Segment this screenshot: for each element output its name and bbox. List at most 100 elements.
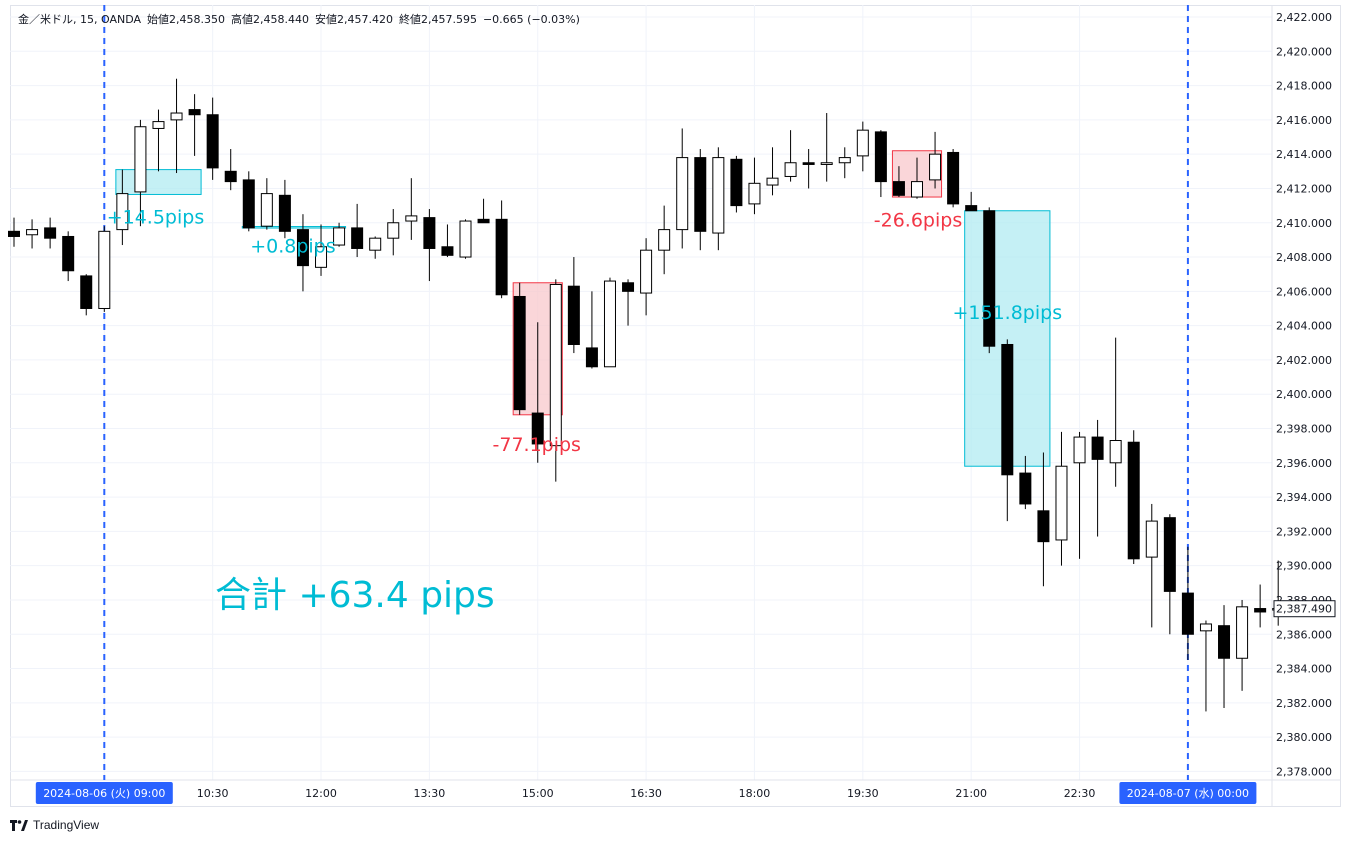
candle-body — [567, 285, 580, 345]
candle-body — [603, 280, 616, 368]
candle-body — [1145, 520, 1158, 558]
candle-body — [874, 131, 887, 183]
candle-body — [712, 157, 725, 234]
price-tick-label: 2,412.000 — [1276, 182, 1332, 195]
candle-body — [116, 193, 129, 231]
trade-result-label: +14.5pips — [107, 207, 205, 229]
high-value: 高値2,458.440 — [231, 13, 309, 26]
symbol-info-bar: 金／米ドル, 15, OANDA 始値2,458.350 高値2,458.440 安値… — [18, 11, 586, 27]
symbol-label[interactable]: 金／米ドル, 15, OANDA — [18, 13, 142, 26]
candle-body — [80, 275, 93, 309]
trade-result-label: -26.6pips — [874, 210, 962, 232]
candle-body — [1109, 440, 1122, 464]
candle-body — [495, 218, 508, 296]
trade-result-label: +0.8pips — [250, 236, 335, 258]
candle-body — [856, 129, 869, 157]
time-axis-date-tag — [1119, 782, 1257, 804]
candle-body — [892, 181, 905, 196]
candle-body — [531, 412, 544, 445]
tradingview-logo-icon — [10, 819, 28, 831]
candle-body — [206, 114, 219, 169]
candle-body — [296, 229, 309, 267]
last-price-label: 2,387.490 — [1276, 603, 1332, 616]
candle-body — [278, 194, 291, 232]
candle-body — [188, 109, 201, 116]
candle-body — [766, 177, 779, 186]
time-tick-label: 21:00 — [955, 787, 987, 800]
price-tick-label: 2,416.000 — [1276, 114, 1332, 127]
candle-body — [98, 230, 111, 309]
candle-body — [748, 182, 761, 205]
trade-box — [115, 169, 202, 195]
price-tick-label: 2,398.000 — [1276, 423, 1332, 436]
candle-body — [658, 229, 671, 251]
price-tick-label: 2,422.000 — [1276, 11, 1332, 24]
candle-body — [351, 227, 364, 249]
candle-body — [1091, 436, 1104, 460]
price-tick-label: 2,400.000 — [1276, 388, 1332, 401]
trade-result-label: +151.8pips — [952, 302, 1062, 324]
candle-body — [965, 205, 978, 212]
total-result-label: 合計 +63.4 pips — [215, 575, 495, 616]
time-axis-date-tag — [35, 782, 173, 804]
price-tick-label: 2,418.000 — [1276, 80, 1332, 93]
trade-result-label: -77.1pips — [493, 434, 581, 456]
chart-frame — [10, 5, 1341, 807]
candle-body — [62, 235, 75, 272]
price-tick-label: 2,392.000 — [1276, 525, 1332, 538]
candle-body — [929, 153, 942, 181]
candle-body — [1181, 592, 1194, 635]
low-value: 安値2,457.420 — [314, 13, 393, 26]
price-tick-label: 2,382.000 — [1276, 697, 1332, 710]
candle-body — [802, 162, 815, 165]
candle-body — [622, 282, 635, 292]
time-tick-label: 10:30 — [197, 787, 229, 800]
price-tick-label: 2,406.000 — [1276, 285, 1332, 298]
tradingview-watermark[interactable]: TradingView — [10, 818, 99, 832]
change-value: −0.665 (−0.03%) — [482, 13, 580, 26]
candle-body — [1199, 623, 1212, 632]
price-tick-label: 2,380.000 — [1276, 731, 1332, 744]
candle-body — [513, 295, 526, 411]
candle-body — [1218, 625, 1231, 659]
price-tick-label: 2,410.000 — [1276, 217, 1332, 230]
candle-body — [242, 179, 255, 229]
price-tick-label: 2,414.000 — [1276, 148, 1332, 161]
candle-body — [459, 220, 472, 258]
candle-body — [1163, 517, 1176, 592]
time-tick-label: 2024-08-06 (火) 09:00 — [43, 787, 165, 800]
candle-body — [1073, 436, 1086, 464]
trade-box — [241, 226, 347, 229]
candle-body — [1254, 608, 1267, 613]
open-value: 始値2,458.350 — [147, 13, 225, 26]
candle-body — [694, 157, 707, 232]
candle-body — [423, 217, 436, 249]
candle-body — [152, 121, 165, 129]
candle-body — [549, 283, 562, 447]
candle-body — [947, 151, 960, 205]
candle-body — [260, 193, 273, 227]
candle-body — [8, 230, 20, 237]
time-tick-label: 13:30 — [414, 787, 446, 800]
price-tick-label: 2,404.000 — [1276, 320, 1332, 333]
candle-body — [676, 157, 689, 231]
candle-body — [134, 126, 147, 193]
candle-body — [387, 222, 400, 239]
candle-body — [1055, 465, 1068, 541]
brand-label: TradingView — [33, 818, 100, 832]
candle-body — [730, 158, 743, 207]
candle-body — [784, 162, 797, 177]
time-tick-label: 2024-08-07 (水) 00:00 — [1127, 787, 1249, 800]
candle-body — [1019, 472, 1032, 505]
candle-body — [369, 237, 382, 251]
time-tick-label: 19:30 — [847, 787, 879, 800]
candle-body — [441, 246, 454, 256]
candle-body — [911, 181, 923, 198]
candle-body — [820, 162, 833, 165]
price-tick-label: 2,394.000 — [1276, 491, 1332, 504]
price-tick-label: 2,390.000 — [1276, 560, 1332, 573]
candle-body — [44, 227, 57, 239]
candle-body — [477, 218, 490, 224]
time-tick-label: 22:30 — [1064, 787, 1096, 800]
